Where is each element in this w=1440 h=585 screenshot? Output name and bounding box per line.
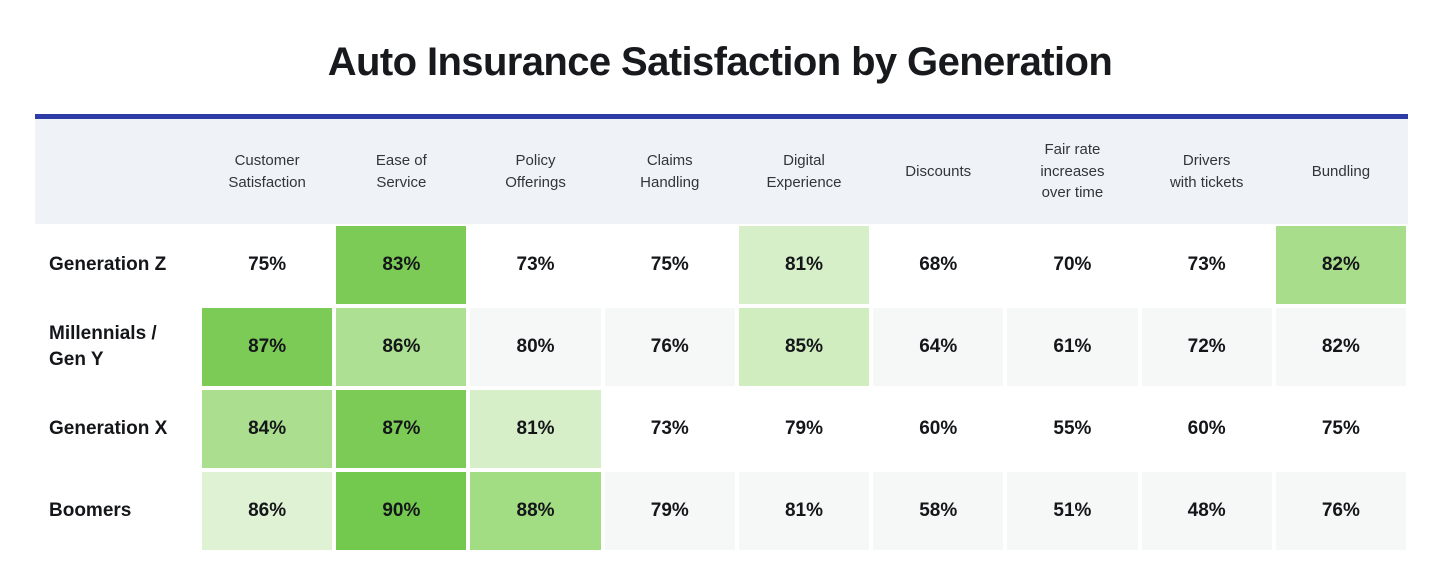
heatmap-cell: 64% [871, 306, 1005, 388]
heatmap-cell: 88% [468, 470, 602, 552]
heatmap-cell: 84% [200, 388, 334, 470]
heatmap-cell-value: 81% [470, 390, 601, 468]
heatmap-cell: 48% [1140, 470, 1274, 552]
heatmap-cell-value: 75% [650, 254, 689, 275]
heatmap-cell-value: 73% [1187, 254, 1226, 275]
heatmap-cell: 82% [1274, 224, 1408, 306]
heatmap-cell: 86% [334, 306, 468, 388]
heatmap-cell: 73% [468, 224, 602, 306]
heatmap-cell: 87% [334, 388, 468, 470]
heatmap-cell-value: 85% [738, 308, 870, 386]
heatmap-cell: 82% [1274, 306, 1408, 388]
heatmap-cell-value: 60% [919, 418, 958, 439]
heatmap-cell-value: 88% [470, 472, 601, 550]
satisfaction-heatmap-table: Customer Satisfaction Ease of Service Poli… [35, 114, 1408, 552]
row-label: Boomers [49, 500, 132, 522]
heatmap-cell-value: 73% [516, 254, 555, 275]
heatmap-cell: 86% [200, 470, 334, 552]
column-header: Digital Experience [766, 151, 842, 191]
heatmap-cell-value: 87% [202, 308, 333, 386]
heatmap-cell-value: 76% [604, 308, 735, 386]
heatmap-cell-value: 73% [650, 418, 689, 439]
heatmap-cell-value: 76% [1275, 472, 1406, 550]
heatmap-cell-value: 61% [1007, 308, 1138, 386]
heatmap-cell-value: 79% [604, 472, 735, 550]
column-header: Customer Satisfaction [228, 151, 306, 191]
table-body: Generation Z 75% 83% 73% 75% 81% 68% 70% 73% 82% M… [35, 224, 1408, 552]
heatmap-cell-value: 82% [1275, 226, 1406, 304]
header-corner-cell [35, 119, 200, 224]
heatmap-cell-value: 90% [336, 472, 467, 550]
accent-divider [35, 114, 1408, 119]
chart-title: Auto Insurance Satisfaction by Generatio… [327, 40, 1113, 84]
heatmap-cell: 51% [1005, 470, 1139, 552]
heatmap-cell-value: 68% [919, 254, 958, 275]
heatmap-cell-value: 72% [1141, 308, 1272, 386]
row-label: Millennials / Gen Y [49, 323, 157, 370]
table-row: Boomers 86% 90% 88% 79% 81% 58% 51% 48% 76% [35, 470, 1408, 552]
heatmap-cell-value: 81% [738, 472, 870, 550]
heatmap-cell-value: 51% [1007, 472, 1138, 550]
heatmap-cell: 61% [1005, 306, 1139, 388]
table-row: Millennials / Gen Y 87% 86% 80% 76% 85% 64% 61%… [35, 306, 1408, 388]
heatmap-cell: 79% [603, 470, 737, 552]
column-header: Fair rate increases over time [1040, 140, 1105, 202]
heatmap-cell-value: 82% [1275, 308, 1406, 386]
heatmap-cell-value: 60% [1187, 418, 1226, 439]
heatmap-cell-value: 80% [470, 308, 601, 386]
column-header: Claims Handling [640, 151, 700, 191]
heatmap-cell-value: 64% [873, 308, 1004, 386]
heatmap-cell-value: 70% [1053, 254, 1092, 275]
heatmap-cell: 90% [334, 470, 468, 552]
heatmap-cell: 70% [1005, 224, 1139, 306]
heatmap-cell-value: 55% [1053, 418, 1092, 439]
heatmap-cell-value: 81% [738, 226, 870, 304]
heatmap-cell: 81% [737, 470, 871, 552]
heatmap-cell: 85% [737, 306, 871, 388]
heatmap-cell: 75% [200, 224, 334, 306]
heatmap-cell-value: 48% [1141, 472, 1272, 550]
heatmap-cell: 81% [737, 224, 871, 306]
heatmap-cell-value: 75% [248, 254, 287, 275]
column-header: Discounts [905, 162, 972, 180]
table-row: Generation X 84% 87% 81% 73% 79% 60% 55% 60% 75% [35, 388, 1408, 470]
heatmap-cell: 81% [468, 388, 602, 470]
heatmap-cell-value: 86% [336, 308, 467, 386]
column-header: Drivers with tickets [1169, 151, 1244, 191]
heatmap-cell: 87% [200, 306, 334, 388]
heatmap-cell-value: 75% [1321, 418, 1360, 439]
heatmap-cell: 75% [603, 224, 737, 306]
heatmap-cell-value: 86% [202, 472, 333, 550]
heatmap-cell: 55% [1005, 388, 1139, 470]
heatmap-cell-value: 84% [202, 390, 333, 468]
row-label: Generation X [49, 418, 168, 440]
heatmap-cell: 73% [1140, 224, 1274, 306]
heatmap-cell: 75% [1274, 388, 1408, 470]
table-row: Generation Z 75% 83% 73% 75% 81% 68% 70% 73% 82% [35, 224, 1408, 306]
heatmap-cell-value: 58% [873, 472, 1004, 550]
heatmap-cell: 72% [1140, 306, 1274, 388]
heatmap-cell: 83% [334, 224, 468, 306]
heatmap-cell: 76% [1274, 470, 1408, 552]
heatmap-cell: 76% [603, 306, 737, 388]
heatmap-cell: 68% [871, 224, 1005, 306]
heatmap-cell-value: 87% [336, 390, 467, 468]
heatmap-cell-value: 79% [784, 418, 823, 439]
column-header: Policy Offerings [505, 151, 566, 191]
heatmap-cell: 58% [871, 470, 1005, 552]
column-header: Ease of Service [375, 151, 427, 191]
heatmap-cell-value: 83% [336, 226, 467, 304]
heatmap-cell: 79% [737, 388, 871, 470]
column-header: Bundling [1311, 162, 1371, 180]
heatmap-cell: 60% [1140, 388, 1274, 470]
heatmap-cell: 80% [468, 306, 602, 388]
heatmap-cell: 73% [603, 388, 737, 470]
heatmap-cell: 60% [871, 388, 1005, 470]
header-row: Customer Satisfaction Ease of Service Poli… [35, 119, 1408, 224]
row-label: Generation Z [49, 254, 167, 276]
